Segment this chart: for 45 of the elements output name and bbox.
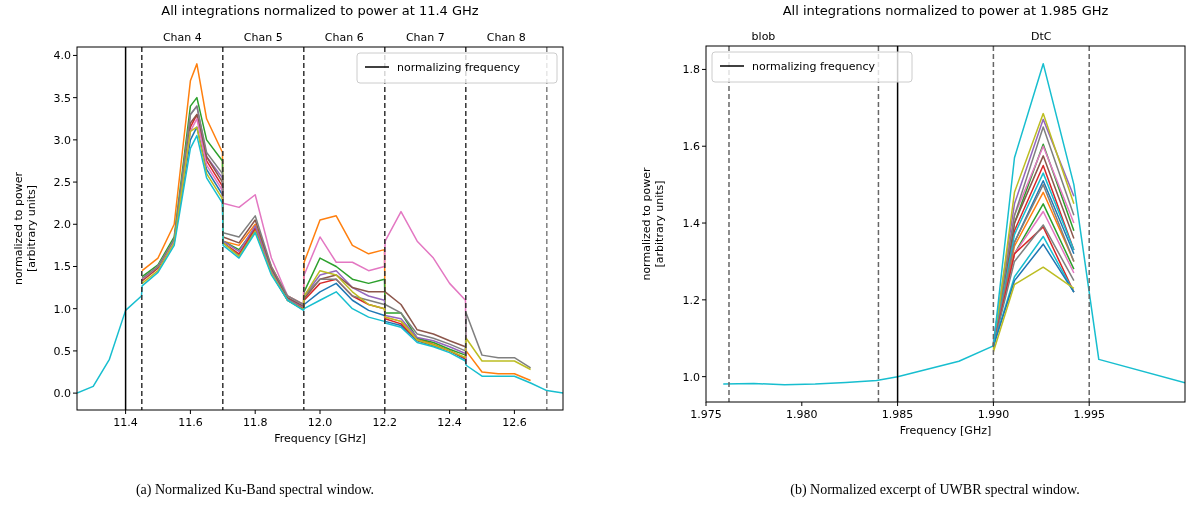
y-tick-label: 1.0 (682, 370, 700, 384)
y-tick-label: 1.8 (682, 63, 700, 77)
y-tick-label: 1.6 (682, 140, 700, 154)
x-tick-label: 1.985 (881, 408, 914, 421)
text: (a) Normalized Ku-Band spectral window. (135, 482, 375, 498)
y-axis-title: normalized to power [arbitrary units] (640, 166, 666, 281)
text: Chan 5 (243, 31, 283, 44)
ref-line-label: normalizing frequency (752, 60, 876, 73)
x-tick-label: 1.975 (690, 408, 722, 421)
chart-title: All integrations normalized to power at 11.4 GHz (161, 3, 479, 18)
x-tick-label: 12.0 (307, 416, 333, 429)
y-tick-label: 2.0 (53, 218, 71, 232)
y-tick-label: 3.5 (53, 91, 71, 105)
y-tick-label: 0.0 (53, 387, 71, 401)
ref-line-label: normalizing frequency (397, 61, 521, 74)
legend: normalizing frequency (711, 51, 913, 83)
y-tick-label: 1.2 (682, 293, 700, 307)
y-tick-label: 1.5 (53, 260, 71, 274)
y-tick-label: 1.0 (53, 302, 71, 316)
x-tick-label: 1.990 (977, 408, 1010, 421)
text: blob (751, 30, 776, 43)
text: Chan 6 (324, 31, 364, 44)
text: Chan 7 (405, 31, 445, 44)
y-tick-label: 4.0 (53, 49, 71, 63)
y-tick-label: 3.0 (53, 133, 71, 147)
y-axis-title: normalized to power [arbitrary units] (12, 171, 38, 286)
x-tick-label: 12.2 (372, 416, 398, 429)
chart-title: All integrations normalized to power at 1.985 GHz (782, 3, 1109, 18)
y-tick-label: 0.5 (53, 344, 71, 358)
y-tick-label: 1.4 (682, 217, 700, 231)
x-tick-label: 11.4 (113, 416, 138, 429)
x-tick-label: 12.4 (437, 416, 462, 429)
text: Chan 8 (486, 31, 526, 44)
y-tick-label: 2.5 (53, 176, 71, 190)
legend: normalizing frequency (356, 52, 558, 84)
text: (b) Normalized excerpt of UWBR spectral window. (790, 482, 1080, 498)
x-tick-label: 11.8 (242, 416, 268, 429)
x-tick-label: 12.6 (502, 416, 527, 429)
x-axis-title: Frequency [GHz] (274, 432, 366, 445)
text: DtC (1031, 30, 1052, 43)
x-tick-label: 1.995 (1073, 408, 1105, 421)
x-tick-label: 1.980 (786, 408, 818, 421)
x-tick-label: 11.6 (178, 416, 203, 429)
x-axis-title: Frequency [GHz] (899, 424, 992, 437)
text: Chan 4 (162, 31, 202, 44)
